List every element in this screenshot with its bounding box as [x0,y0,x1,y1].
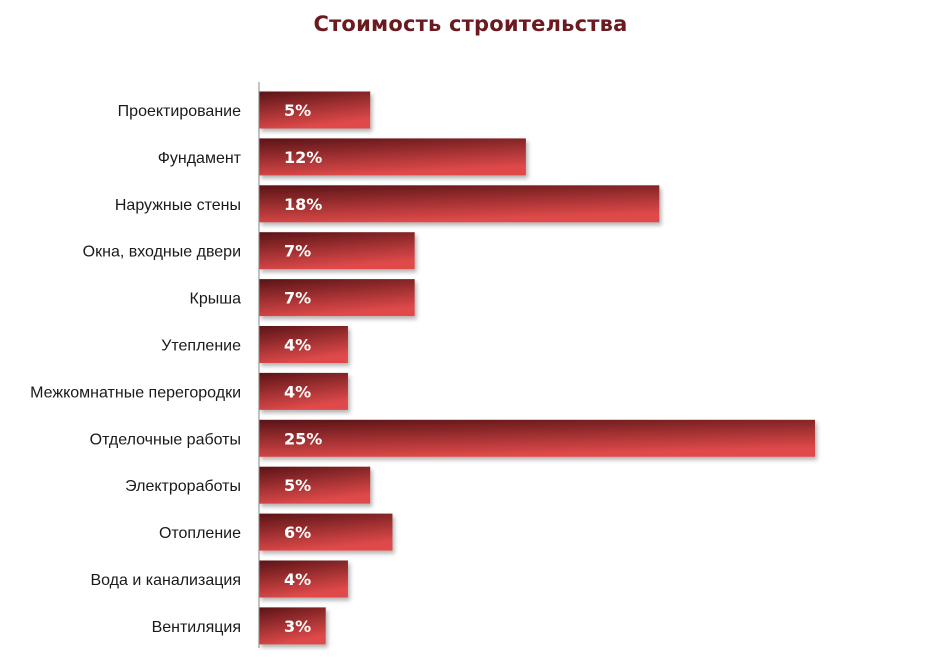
value-label: 3% [284,617,311,636]
value-label: 5% [284,101,311,120]
category-label: Отопление [159,525,241,542]
category-label: Электроработы [125,478,241,495]
bar [259,466,371,504]
bar [259,91,371,129]
category-label: Отделочные работы [90,431,241,448]
bar [259,185,660,223]
value-label: 25% [284,429,322,448]
bar [259,138,526,176]
value-label: 6% [284,523,311,542]
bars-layer: Проектирование 5% Фундамент 12% Наружные сте… [30,91,815,645]
category-label: Фундамент [158,150,242,167]
value-label: 7% [284,289,311,308]
category-label: Межкомнатные перегородки [30,384,241,401]
chart-title: Стоимость строительства [313,12,628,36]
value-label: 5% [284,476,311,495]
value-label: 4% [284,570,311,589]
bar [259,372,348,410]
value-label: 4% [284,382,311,401]
value-label: 7% [284,242,311,261]
value-label: 4% [284,336,311,355]
bar [259,513,393,551]
category-label: Проектирование [118,103,241,120]
value-label: 18% [284,195,322,214]
bar [259,279,415,317]
category-label: Наружные стены [115,197,241,214]
bar [259,419,815,457]
category-label: Вентиляция [152,619,241,636]
category-label: Утепление [161,338,241,355]
value-label: 12% [284,148,322,167]
category-label: Вода и канализация [90,572,241,589]
category-label: Крыша [190,291,242,308]
bar [259,560,348,598]
bar [259,232,415,270]
bar [259,607,326,645]
bar [259,326,348,363]
category-label: Окна, входные двери [83,244,241,261]
